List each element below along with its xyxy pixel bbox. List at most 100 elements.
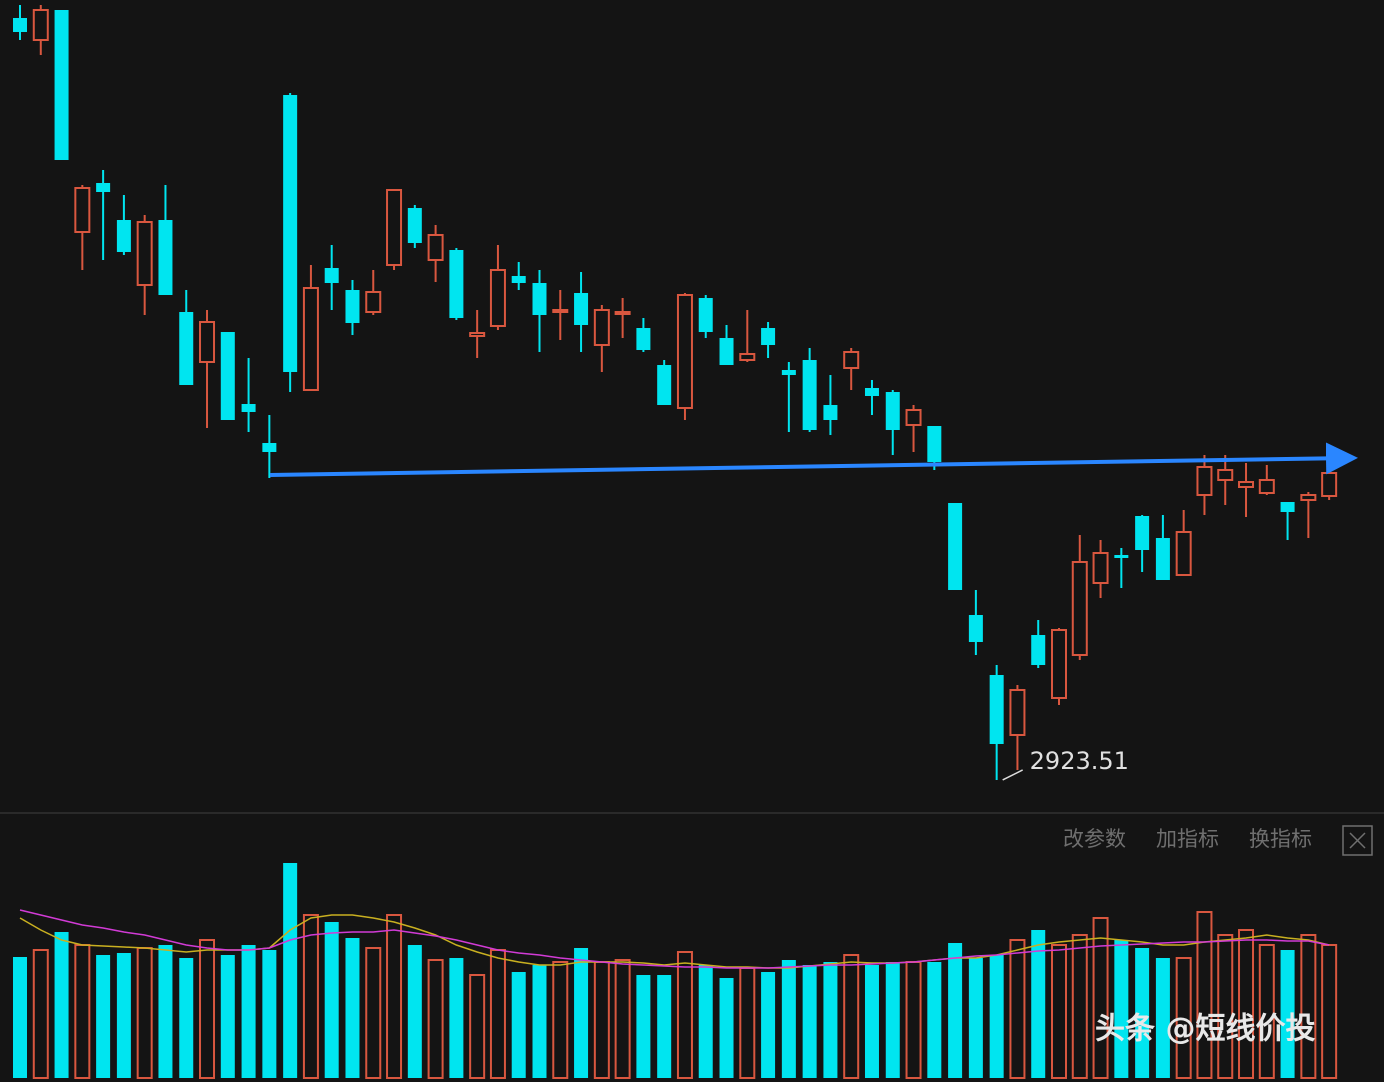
candle-body [989, 675, 1004, 744]
volume-bar [365, 947, 382, 1079]
candle-body [1135, 516, 1150, 550]
candle-body [302, 287, 319, 391]
candle-body [449, 250, 464, 318]
candle-body [13, 18, 27, 32]
candle-body [116, 220, 131, 252]
candle-body [1009, 689, 1026, 736]
candle-body [345, 290, 360, 323]
volume-bar [676, 951, 693, 1079]
volume-bar [698, 965, 713, 1078]
candle-body [1300, 494, 1317, 501]
volume-bar [1196, 911, 1213, 1079]
watermark: 头条 @短线价投 [1095, 1012, 1315, 1047]
volume-bar [220, 955, 235, 1078]
volume-bar [158, 945, 173, 1078]
candle-body [262, 443, 277, 452]
volume-bar [32, 949, 49, 1079]
toolbar-button[interactable]: 加指标 [1156, 827, 1219, 851]
candle-body [32, 9, 49, 41]
volume-bar [54, 932, 69, 1078]
candle-body [1092, 552, 1109, 584]
volume-bar [1092, 917, 1109, 1079]
candle-body [365, 291, 382, 313]
candle-body [1196, 466, 1213, 496]
volume-bar [13, 957, 27, 1078]
candle-body [511, 276, 526, 283]
volume-bar [262, 950, 277, 1078]
volume-bar [1217, 934, 1234, 1079]
candle-body [241, 404, 256, 412]
annotation-arrow [1002, 769, 1023, 781]
volume-bar [657, 975, 672, 1078]
candle-body [948, 503, 963, 590]
volume-bar [843, 954, 860, 1079]
candle-body [739, 353, 756, 361]
volume-bar [283, 863, 298, 1078]
volume-bar [136, 947, 153, 1079]
volume-bar [511, 972, 526, 1078]
volume-bar [885, 962, 900, 1078]
volume-panel [13, 863, 1338, 1079]
volume-bar [823, 962, 838, 1078]
candle-body [552, 309, 569, 313]
candle-body [885, 392, 900, 430]
candle-body [657, 365, 672, 405]
volume-bar [1051, 944, 1067, 1079]
candle-body [574, 293, 589, 325]
candle-body [927, 426, 942, 462]
volume-bar [241, 945, 256, 1078]
candle-body [407, 208, 422, 243]
volume-bar [1258, 944, 1275, 1079]
volume-bar [469, 974, 486, 1079]
volume-bar [1114, 940, 1129, 1078]
candle-body [469, 332, 486, 337]
volume-bar [386, 914, 403, 1079]
candle-body [968, 615, 983, 642]
volume-bar [1135, 948, 1150, 1078]
candle-body [843, 351, 860, 369]
candle-body [427, 234, 444, 261]
close-button[interactable] [1342, 825, 1373, 856]
support-arrow [269, 442, 1358, 477]
volume-bar [739, 967, 756, 1079]
volume-bar [1009, 939, 1026, 1079]
toolbar-button[interactable]: 改参数 [1063, 827, 1126, 851]
volume-bar [781, 960, 796, 1078]
candle-body [179, 312, 194, 385]
candle-body [1051, 629, 1067, 699]
moving-average-line [19, 914, 1330, 969]
volume-bar [427, 959, 444, 1079]
candle-body [220, 332, 235, 420]
candle-body [1238, 481, 1255, 488]
low-annotation: 2923.51 [1030, 747, 1129, 775]
volume-bar [179, 958, 194, 1078]
candle-body [761, 328, 776, 345]
candle-body [489, 269, 506, 327]
volume-bar [761, 972, 776, 1078]
candle-body [1258, 479, 1275, 494]
candle-body [905, 409, 922, 426]
volume-bar [116, 953, 131, 1078]
candle-body [593, 309, 610, 346]
volume-bar [968, 958, 983, 1078]
volume-bar [1280, 950, 1295, 1078]
candle-body [1175, 531, 1192, 576]
volume-bar [302, 914, 319, 1079]
volume-bar [989, 955, 1004, 1078]
candle-body [1155, 538, 1170, 580]
volume-bar [1175, 957, 1192, 1079]
volume-bar [552, 961, 569, 1079]
toolbar-button[interactable]: 换指标 [1249, 827, 1312, 851]
volume-bar [96, 955, 111, 1078]
candle-body [54, 10, 69, 160]
candle-body [614, 311, 631, 315]
candle-body [283, 95, 298, 372]
candle-body [676, 294, 693, 409]
candle-body [864, 388, 879, 396]
volume-bar [1321, 944, 1338, 1079]
volume-bar [948, 943, 963, 1078]
volume-bar [449, 958, 464, 1078]
volume-bar [905, 961, 922, 1079]
candle-body [1071, 561, 1088, 656]
